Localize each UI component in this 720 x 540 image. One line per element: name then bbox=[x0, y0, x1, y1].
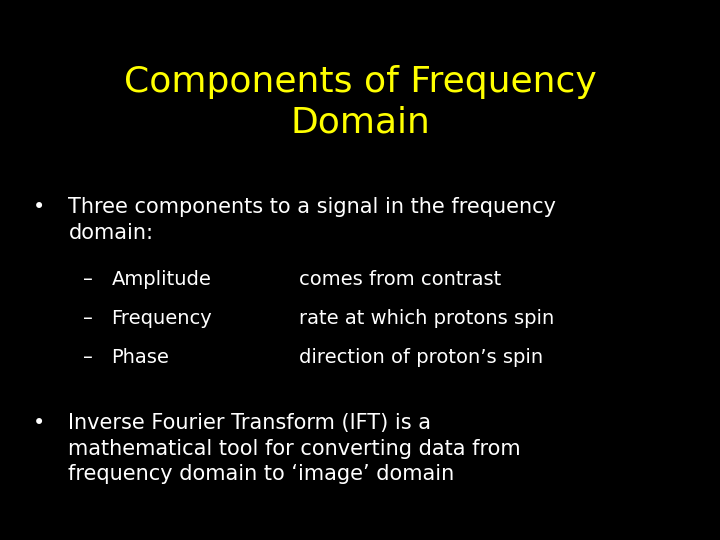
Text: Three components to a signal in the frequency
domain:: Three components to a signal in the freq… bbox=[68, 197, 557, 242]
Text: Components of Frequency
Domain: Components of Frequency Domain bbox=[124, 65, 596, 139]
Text: Phase: Phase bbox=[112, 348, 169, 367]
Text: comes from contrast: comes from contrast bbox=[299, 270, 501, 289]
Text: •: • bbox=[32, 413, 45, 433]
Text: direction of proton’s spin: direction of proton’s spin bbox=[299, 348, 543, 367]
Text: rate at which protons spin: rate at which protons spin bbox=[299, 309, 554, 328]
Text: •: • bbox=[32, 197, 45, 217]
Text: Inverse Fourier Transform (IFT) is a
mathematical tool for converting data from
: Inverse Fourier Transform (IFT) is a mat… bbox=[68, 413, 521, 484]
Text: –: – bbox=[83, 270, 93, 289]
Text: Amplitude: Amplitude bbox=[112, 270, 212, 289]
Text: –: – bbox=[83, 348, 93, 367]
Text: –: – bbox=[83, 309, 93, 328]
Text: Frequency: Frequency bbox=[112, 309, 212, 328]
